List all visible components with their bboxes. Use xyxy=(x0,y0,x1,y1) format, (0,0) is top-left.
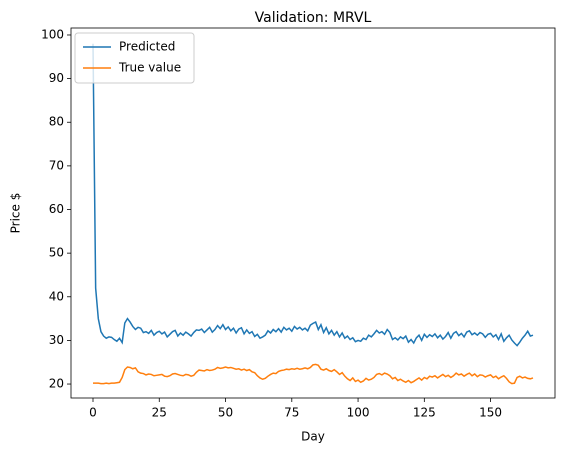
line-series xyxy=(93,363,534,385)
y-tick-label: 30 xyxy=(49,333,64,347)
y-tick-label: 20 xyxy=(49,377,64,391)
plot-frame xyxy=(70,27,556,399)
x-tick-label: 0 xyxy=(89,406,97,420)
x-tick-label: 75 xyxy=(284,406,299,420)
y-tick-label: 70 xyxy=(49,158,64,172)
y-tick-label: 40 xyxy=(49,289,64,303)
y-tick-label: 90 xyxy=(49,71,64,85)
y-tick-label: 80 xyxy=(49,115,64,129)
legend-box xyxy=(74,32,195,84)
x-tick-label: 125 xyxy=(413,406,436,420)
x-tick-label: 25 xyxy=(152,406,167,420)
chart-title: Validation: MRVL xyxy=(255,10,372,26)
y-tick-label: 100 xyxy=(41,27,64,41)
legend-label: Predicted xyxy=(119,40,175,54)
x-axis-label: Day xyxy=(301,430,325,444)
y-tick-label: 50 xyxy=(49,246,64,260)
x-tick-label: 150 xyxy=(479,406,502,420)
x-tick-label: 50 xyxy=(218,406,233,420)
y-axis-label: Price $ xyxy=(9,193,23,234)
legend-label: True value xyxy=(118,61,181,75)
x-tick-label: 100 xyxy=(347,406,370,420)
y-tick-label: 60 xyxy=(49,202,64,216)
line-series xyxy=(92,43,534,347)
